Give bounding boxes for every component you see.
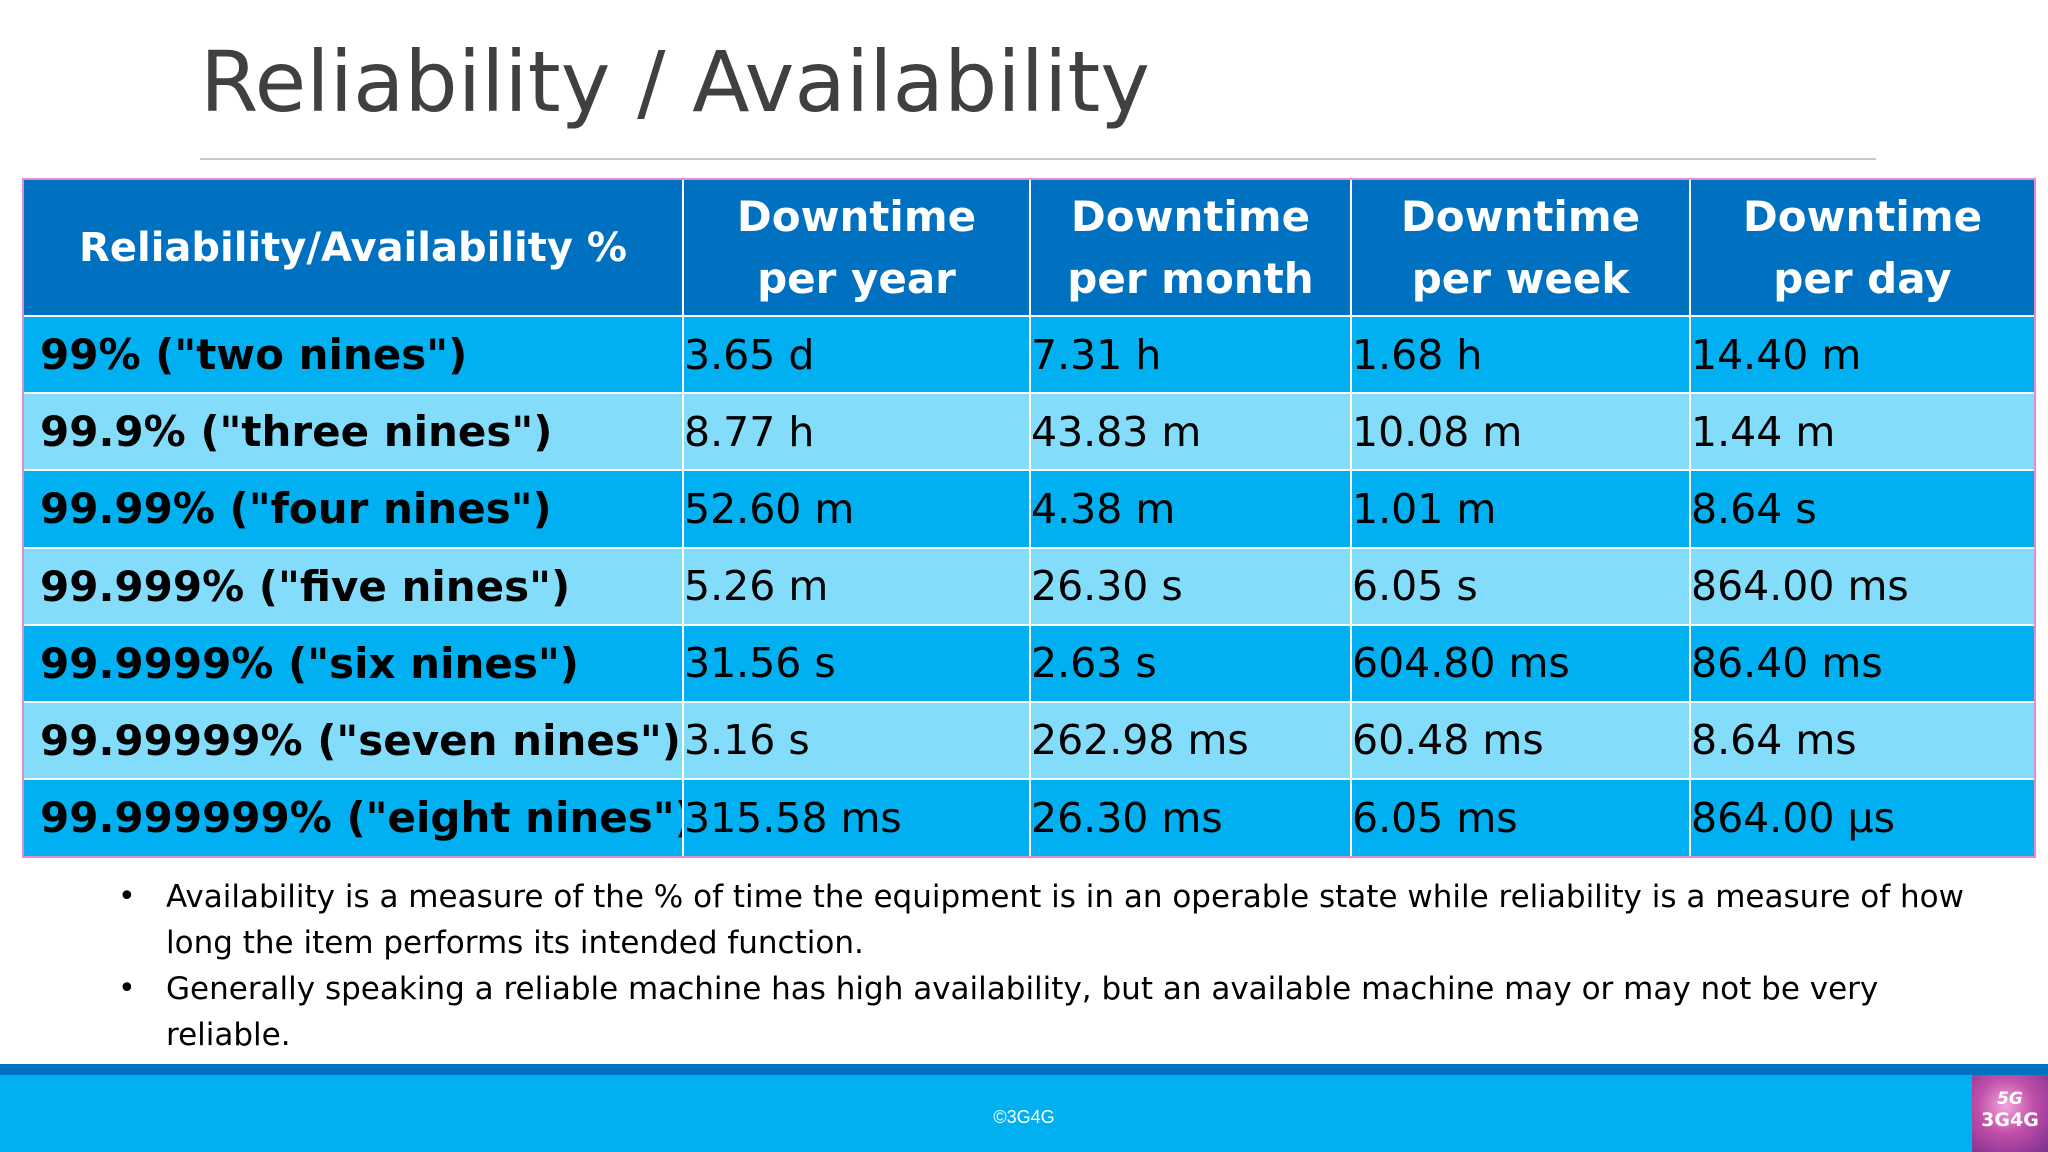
downtime-per-year-cell: 52.60 m: [682, 469, 1031, 549]
downtime-per-year-cell: 8.77 h: [682, 392, 1031, 472]
availability-cell: 99% ("two nines"): [24, 315, 684, 395]
table-row: 99.9% ("three nines") 8.77 h 43.83 m 10.…: [24, 392, 2034, 472]
downtime-per-year-cell: 315.58 ms: [682, 777, 1031, 856]
logo-text-top: 5G: [1997, 1089, 2023, 1109]
downtime-per-day-cell: 864.00 ms: [1689, 546, 2034, 626]
downtime-per-month-cell: 2.63 s: [1029, 623, 1352, 703]
column-header-per-month: Downtime per month: [1029, 180, 1352, 318]
downtime-per-week-cell: 1.01 m: [1350, 469, 1691, 549]
downtime-per-week-cell: 60.48 ms: [1350, 700, 1691, 780]
header-line: per week: [1411, 253, 1630, 303]
brand-logo: 5G 3G4G: [1972, 1075, 2048, 1152]
reliability-table: Reliability/Availability % Downtime per …: [24, 180, 2034, 856]
header-line: per year: [757, 253, 956, 303]
downtime-per-week-cell: 1.68 h: [1350, 315, 1691, 395]
downtime-per-year-cell: 5.26 m: [682, 546, 1031, 626]
table-row: 99.999% ("five nines") 5.26 m 26.30 s 6.…: [24, 546, 2034, 626]
title-divider: [200, 158, 1876, 160]
table-row: 99.9999% ("six nines") 31.56 s 2.63 s 60…: [24, 623, 2034, 703]
logo-text-bottom: 3G4G: [1981, 1109, 2039, 1131]
downtime-per-month-cell: 7.31 h: [1029, 315, 1352, 395]
availability-cell: 99.99999% ("seven nines"): [24, 700, 684, 780]
downtime-per-month-cell: 26.30 ms: [1029, 777, 1352, 856]
header-line: per month: [1067, 253, 1314, 303]
downtime-per-week-cell: 6.05 ms: [1350, 777, 1691, 856]
table-header-row: Reliability/Availability % Downtime per …: [24, 180, 2034, 318]
reliability-table-container: Reliability/Availability % Downtime per …: [22, 178, 2036, 858]
column-header-per-week: Downtime per week: [1350, 180, 1691, 318]
availability-cell: 99.99% ("four nines"): [24, 469, 684, 549]
header-line: Downtime: [736, 191, 977, 241]
downtime-per-year-cell: 31.56 s: [682, 623, 1031, 703]
downtime-per-week-cell: 604.80 ms: [1350, 623, 1691, 703]
downtime-per-day-cell: 864.00 µs: [1689, 777, 2034, 856]
table-row: 99.99% ("four nines") 52.60 m 4.38 m 1.0…: [24, 469, 2034, 549]
slide-title: Reliability / Availability: [200, 33, 1150, 131]
header-line: per day: [1773, 253, 1952, 303]
availability-cell: 99.9% ("three nines"): [24, 392, 684, 472]
downtime-per-year-cell: 3.16 s: [682, 700, 1031, 780]
availability-cell: 99.999% ("five nines"): [24, 546, 684, 626]
note-text: Generally speaking a reliable machine ha…: [166, 971, 1879, 1053]
list-item: • Availability is a measure of the % of …: [118, 874, 1978, 966]
column-header-per-year: Downtime per year: [682, 180, 1031, 318]
downtime-per-month-cell: 262.98 ms: [1029, 700, 1352, 780]
list-item: • Generally speaking a reliable machine …: [118, 966, 1978, 1058]
table-row: 99% ("two nines") 3.65 d 7.31 h 1.68 h 1…: [24, 315, 2034, 395]
availability-cell: 99.999999% ("eight nines"): [24, 777, 684, 856]
downtime-per-week-cell: 10.08 m: [1350, 392, 1691, 472]
table-row: 99.999999% ("eight nines") 315.58 ms 26.…: [24, 777, 2034, 856]
downtime-per-month-cell: 4.38 m: [1029, 469, 1352, 549]
bullet-icon: •: [118, 971, 136, 1006]
downtime-per-day-cell: 8.64 ms: [1689, 700, 2034, 780]
downtime-per-day-cell: 8.64 s: [1689, 469, 2034, 549]
downtime-per-day-cell: 14.40 m: [1689, 315, 2034, 395]
downtime-per-day-cell: 86.40 ms: [1689, 623, 2034, 703]
downtime-per-year-cell: 3.65 d: [682, 315, 1031, 395]
availability-cell: 99.9999% ("six nines"): [24, 623, 684, 703]
downtime-per-month-cell: 43.83 m: [1029, 392, 1352, 472]
table-row: 99.99999% ("seven nines") 3.16 s 262.98 …: [24, 700, 2034, 780]
footer-bar: [0, 1064, 2048, 1152]
header-line: Downtime: [1400, 191, 1641, 241]
notes-list: • Availability is a measure of the % of …: [118, 874, 1978, 1058]
downtime-per-day-cell: 1.44 m: [1689, 392, 2034, 472]
note-text: Availability is a measure of the % of ti…: [166, 879, 1964, 961]
header-line: Downtime: [1742, 191, 1983, 241]
bullet-icon: •: [118, 879, 136, 914]
downtime-per-week-cell: 6.05 s: [1350, 546, 1691, 626]
column-header-per-day: Downtime per day: [1689, 180, 2034, 318]
footer-copyright: ©3G4G: [993, 1107, 1055, 1127]
header-line: Downtime: [1070, 191, 1311, 241]
downtime-per-month-cell: 26.30 s: [1029, 546, 1352, 626]
column-header-availability: Reliability/Availability %: [24, 180, 684, 318]
